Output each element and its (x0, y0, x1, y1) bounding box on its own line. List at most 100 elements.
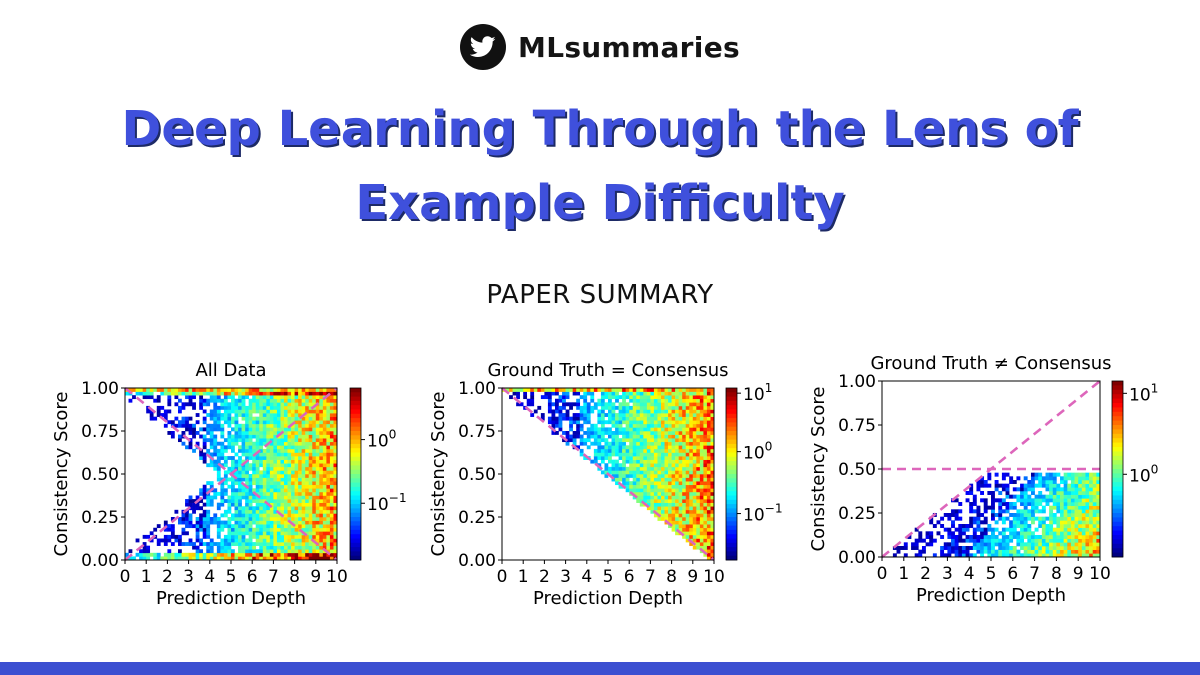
heatmap-cell (255, 445, 260, 450)
heatmap-cell (153, 388, 158, 392)
heatmap-cell (703, 420, 708, 425)
heatmap-cell (206, 509, 211, 514)
heatmap-cell (523, 388, 528, 392)
heatmap-cell (262, 534, 267, 539)
colorbar-segment (726, 551, 737, 557)
heatmap-cell (291, 423, 295, 428)
heatmap-cell (991, 527, 995, 532)
heatmap-cell (1074, 509, 1079, 514)
colorbar-segment (726, 422, 737, 428)
heatmap-cell (597, 463, 602, 468)
heatmap-cell (188, 517, 193, 521)
heatmap-cell (1052, 520, 1057, 525)
heatmap-cell (241, 445, 246, 450)
heatmap-cell (259, 542, 264, 546)
heatmap-cell (234, 409, 239, 414)
heatmap-cell (1009, 502, 1014, 506)
heatmap-cell (653, 405, 658, 410)
heatmap-cell (291, 448, 295, 453)
heatmap-cell (565, 413, 570, 417)
x-tick-label: 9 (687, 567, 698, 587)
heatmap-cell (294, 420, 299, 425)
heatmap-cell (312, 488, 317, 493)
heatmap-cell (632, 470, 637, 475)
heatmap-cell (653, 441, 658, 446)
heatmap-cell (636, 466, 641, 471)
heatmap-cell (632, 434, 637, 439)
heatmap-cell (128, 398, 133, 403)
heatmap-cell (188, 524, 193, 529)
heatmap-cell (972, 520, 977, 525)
heatmap-cell (266, 481, 271, 486)
heatmap-cell (569, 438, 573, 443)
heatmap-cell (1085, 513, 1090, 517)
heatmap-cell (276, 538, 281, 543)
heatmap-cell (322, 405, 327, 410)
heatmap-cell (234, 466, 239, 471)
heatmap-cell (329, 484, 334, 489)
heatmap-cell (608, 413, 612, 417)
heatmap-cell (682, 441, 687, 446)
heatmap-cell (209, 423, 214, 428)
colorbar-segment (350, 405, 361, 410)
heatmap-cell (650, 477, 655, 482)
heatmap-cell (206, 534, 211, 539)
heatmap-cell (1060, 535, 1064, 539)
heatmap-cell (1074, 502, 1079, 506)
heatmap-cell (622, 477, 626, 482)
heatmap-cell (685, 434, 690, 439)
x-tick-label: 6 (247, 567, 258, 587)
footer-bar (0, 662, 1200, 675)
heatmap-cell (276, 552, 281, 557)
heatmap-cell (223, 474, 228, 478)
heatmap-cell (710, 524, 715, 529)
heatmap-cell (629, 459, 634, 464)
heatmap-cell (615, 405, 619, 410)
heatmap-cell (284, 405, 288, 410)
heatmap-cell (294, 463, 299, 468)
heatmap-cell (294, 441, 299, 446)
heatmap-cell (1034, 546, 1039, 550)
heatmap-cell (248, 484, 253, 489)
x-tick-label: 2 (920, 564, 931, 584)
heatmap-cell (1085, 538, 1090, 543)
heatmap-cell (615, 438, 619, 443)
heatmap-cell (312, 513, 317, 518)
heatmap-cell (646, 466, 651, 471)
heatmap-cell (252, 495, 257, 500)
heatmap-cell (604, 420, 609, 425)
heatmap-cell (326, 520, 331, 525)
heatmap-cell (312, 509, 317, 514)
heatmap-cell (213, 391, 218, 396)
heatmap-cell (301, 427, 306, 432)
heatmap-cell (213, 388, 218, 392)
heatmap-cell (248, 509, 253, 514)
heatmap-cell (1067, 483, 1072, 488)
heatmap-cell (259, 438, 264, 443)
heatmap-cell (998, 553, 1003, 558)
heatmap-cell (262, 459, 267, 464)
heatmap-cell (608, 409, 612, 414)
heatmap-cell (710, 552, 715, 557)
heatmap-cell (248, 549, 253, 554)
y-tick-label: 1.00 (458, 379, 496, 399)
heatmap-cell (266, 495, 271, 500)
heatmap-cell (284, 470, 288, 475)
heatmap-cell (1096, 524, 1101, 528)
heatmap-cell (653, 513, 658, 518)
heatmap-cell (692, 434, 697, 439)
heatmap-cell (287, 431, 292, 435)
heatmap-cell (682, 488, 687, 493)
heatmap-cell (699, 495, 704, 500)
heatmap-cell (604, 463, 609, 468)
heatmap-cell (682, 413, 687, 417)
heatmap-cell (287, 491, 292, 496)
heatmap-cell (692, 520, 697, 525)
heatmap-cell (932, 538, 937, 543)
heatmap-cell (678, 452, 683, 457)
heatmap-cell (1056, 491, 1061, 495)
heatmap-cell (650, 506, 655, 511)
heatmap-cell (284, 517, 288, 521)
heatmap-cell (625, 395, 630, 400)
heatmap-cell (326, 448, 331, 453)
